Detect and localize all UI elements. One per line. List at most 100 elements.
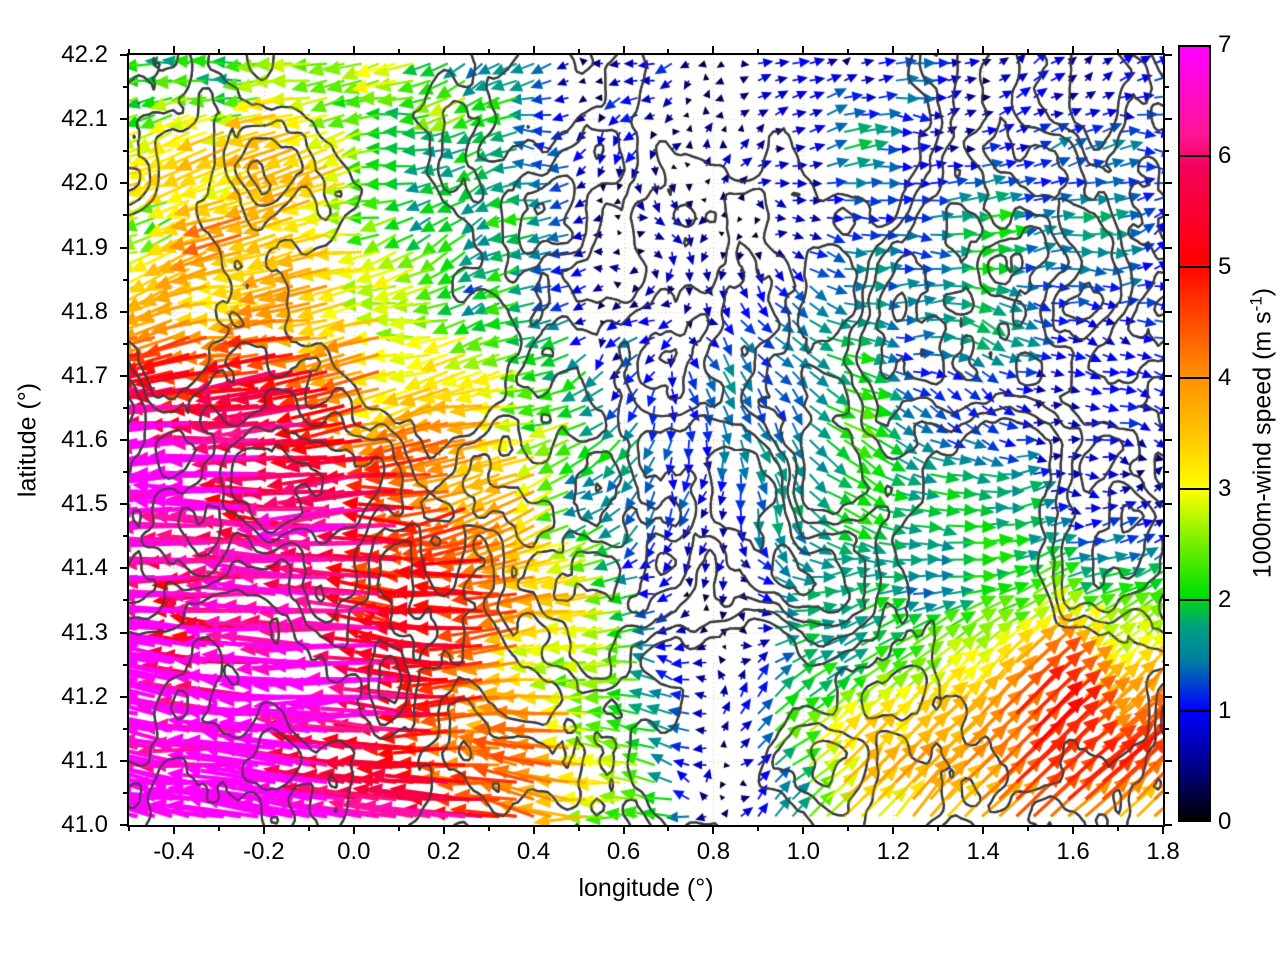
y-tick-label: 42.1 [61,105,108,133]
y-axis-tick [1163,310,1172,313]
y-axis-minor-tick [123,86,129,89]
x-axis-minor-tick [577,825,580,831]
x-axis-tick [802,825,805,834]
y-tick-label: 41.7 [61,361,108,389]
colorbar-tick-label: 5 [1218,253,1232,280]
colorbar-title: 1000m-wind speed (m s-1) [1246,288,1277,578]
colorbar-tick-label: 0 [1218,808,1232,835]
x-axis-minor-tick [667,825,670,831]
x-axis-tick [1162,46,1164,55]
colorbar-tick [1180,266,1209,268]
x-axis-tick [982,46,985,55]
y-tick-label: 41.8 [61,297,108,325]
x-axis-minor-tick [937,825,940,831]
x-axis-minor-tick [128,49,130,55]
x-tick-label: -0.2 [243,838,285,865]
x-axis-tick [442,46,445,55]
y-tick-label: 42.0 [61,169,108,197]
colorbar-tick [1180,155,1209,157]
x-axis-tick [532,46,535,55]
y-axis-minor-tick [123,150,129,153]
y-axis-tick [1163,567,1172,570]
y-axis-minor-tick [123,278,129,281]
y-axis-minor-tick [1163,535,1169,538]
x-tick-label: 0.4 [516,838,551,865]
x-axis-tick [262,825,265,834]
y-axis-minor-tick [1163,150,1169,153]
y-axis-minor-tick [123,406,129,409]
x-tick-label: 1.0 [786,838,821,865]
x-tick-label: 1.6 [1056,838,1090,865]
x-axis-tick [622,46,625,55]
x-axis-tick [262,46,265,55]
x-axis-tick [352,46,355,55]
plot-area [120,46,1172,834]
y-axis-tick [120,246,129,249]
x-axis-tick [622,825,625,834]
y-axis-minor-tick [123,214,129,217]
colorbar [1178,45,1211,822]
y-axis-tick [120,118,129,121]
y-axis-minor-tick [1163,86,1169,89]
y-axis-minor-tick [123,663,129,666]
y-tick-label: 41.5 [61,490,108,518]
y-axis-minor-tick [1163,342,1169,345]
y-axis-tick [120,310,129,313]
y-axis-tick [1163,374,1172,377]
x-axis-tick [892,825,895,834]
x-axis-minor-tick [487,825,490,831]
y-axis-tick [120,695,129,698]
x-axis-tick [442,825,445,834]
x-axis-tick [982,825,985,834]
y-axis-tick [1163,824,1172,826]
colorbar-tick-label: 6 [1218,142,1232,169]
wind-vector-canvas [129,55,1163,825]
y-axis-minor-tick [1163,214,1169,217]
y-tick-label: 41.6 [61,426,108,453]
x-axis-minor-tick [667,49,670,55]
y-tick-label: 41.3 [61,618,108,646]
colorbar-tick-label: 3 [1218,475,1232,502]
colorbar-tick [1180,599,1209,601]
x-axis-minor-tick [757,825,760,831]
x-axis-tick [712,46,715,55]
x-tick-label: 1.8 [1146,838,1180,865]
x-tick-label: 1.2 [876,838,910,865]
colorbar-tick-label: 7 [1218,31,1232,58]
x-axis-minor-tick [1117,49,1120,55]
y-axis-tick [120,374,129,377]
x-axis-minor-tick [847,49,850,55]
y-axis-tick [120,503,129,506]
colorbar-title-exponent: -1 [1246,296,1266,312]
x-axis-tick [352,825,355,834]
y-axis-tick [1163,182,1172,185]
y-tick-label: 41.9 [61,233,108,261]
x-axis-minor-tick [577,49,580,55]
x-axis-minor-tick [217,825,220,831]
y-tick-label: 41.4 [61,554,108,582]
x-axis-tick [1072,46,1075,55]
y-axis-tick [120,824,129,826]
colorbar-title-main: 1000m-wind speed (m s [1248,311,1277,579]
colorbar-tick [1180,710,1209,712]
colorbar-title-tail: ) [1248,287,1277,297]
x-axis-tick [172,825,175,834]
colorbar-tick-label: 2 [1218,586,1232,613]
x-axis-minor-tick [757,49,760,55]
x-axis-minor-tick [397,49,400,55]
x-axis-tick [892,46,895,55]
x-axis-minor-tick [307,825,310,831]
y-axis-minor-tick [123,342,129,345]
x-axis-minor-tick [128,825,130,831]
y-axis-tick [120,567,129,570]
x-tick-label: 0.2 [427,838,461,865]
y-axis-tick [1163,246,1172,249]
y-axis-minor-tick [1163,406,1169,409]
y-tick-label: 41.1 [61,746,108,774]
y-axis-tick [120,631,129,634]
x-axis-minor-tick [847,825,850,831]
y-axis-minor-tick [1163,471,1169,474]
x-axis-minor-tick [1027,49,1030,55]
colorbar-tick-label: 4 [1218,364,1232,391]
